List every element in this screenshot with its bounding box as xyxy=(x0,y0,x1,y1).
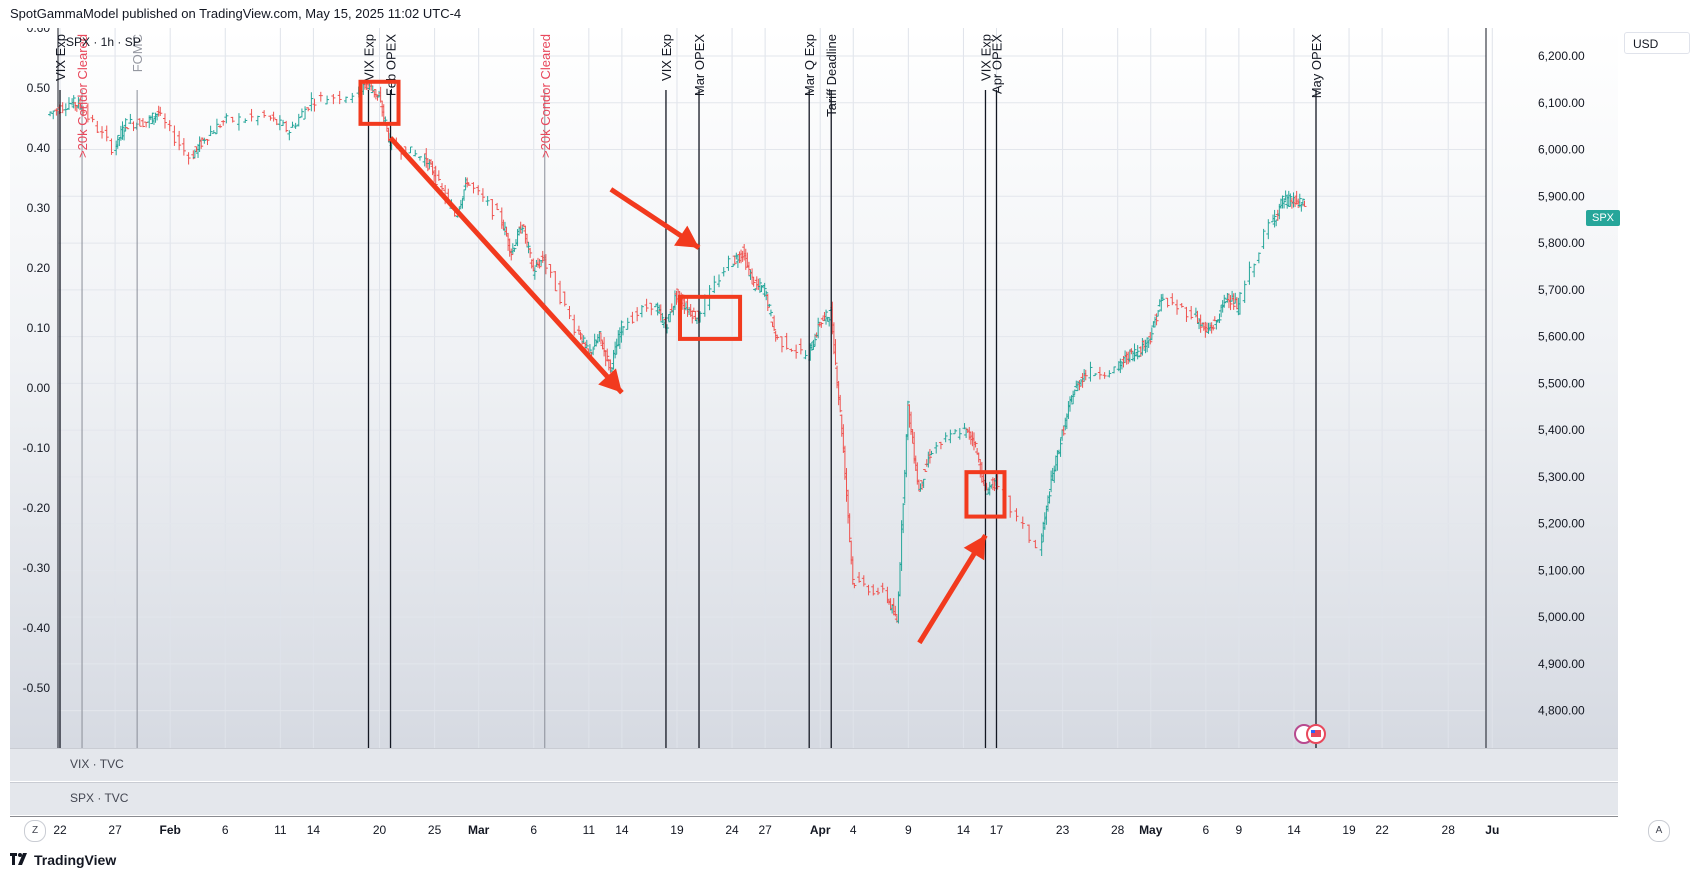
x-axis-tick-label: 27 xyxy=(758,823,772,837)
x-axis-tick-label: 4 xyxy=(850,823,857,837)
footer-brand: TradingView xyxy=(10,852,116,868)
event-label: Mar OPEX xyxy=(692,34,707,96)
left-axis-tick-label: -0.10 xyxy=(23,441,51,455)
x-axis-tick-label: 19 xyxy=(1342,823,1356,837)
right-axis-tick-label: 5,200.00 xyxy=(1538,517,1585,531)
x-axis-tick-label: 9 xyxy=(1236,823,1243,837)
right-axis-tick-label: 5,600.00 xyxy=(1538,330,1585,344)
x-axis-tick-label: 22 xyxy=(1375,823,1389,837)
right-axis-tick-label: 5,300.00 xyxy=(1538,470,1585,484)
right-axis-tick-label: 5,000.00 xyxy=(1538,610,1585,624)
x-axis-tick-label: Ju xyxy=(1485,823,1499,837)
left-axis-tick-label: 0.40 xyxy=(27,141,51,155)
event-label: VIX Exp xyxy=(361,34,376,81)
x-axis-tick-label: Apr xyxy=(810,823,831,837)
us-flag-canton xyxy=(1311,730,1315,733)
x-axis-tick-label: 6 xyxy=(1202,823,1209,837)
tradingview-logo-icon xyxy=(10,852,28,868)
spx-pane-label: SPX · TVC xyxy=(70,791,129,805)
x-axis-tick-label: Feb xyxy=(160,823,181,837)
event-label: May OPEX xyxy=(1309,34,1324,99)
currency-selector[interactable]: USD xyxy=(1624,32,1690,54)
plot-background xyxy=(10,28,1618,748)
event-label: Feb OPEX xyxy=(384,34,399,96)
footer-brand-name: TradingView xyxy=(34,852,117,868)
x-axis-tick-label: 20 xyxy=(373,823,387,837)
right-axis-tick-label: 4,800.00 xyxy=(1538,704,1585,718)
x-axis-tick-label: 28 xyxy=(1111,823,1125,837)
x-axis-tick-label: 14 xyxy=(615,823,629,837)
x-axis-tick-label: 28 xyxy=(1442,823,1456,837)
event-label: VIX Exp xyxy=(53,34,68,81)
annotation-arrowhead xyxy=(598,368,622,393)
spx-price-tag: SPX xyxy=(1586,210,1621,226)
x-axis-tick-label: 27 xyxy=(108,823,122,837)
right-axis-tick-label: 5,100.00 xyxy=(1538,563,1585,577)
price-chart[interactable]: 0.60 0.50 0.40 0.30 0.20 0.10 0.00 -0.10 -0.20 -0… xyxy=(10,28,1618,748)
right-axis-tick-label: 5,900.00 xyxy=(1538,189,1585,203)
zoom-button[interactable]: Z xyxy=(24,820,46,842)
left-axis-tick-label: -0.40 xyxy=(23,621,51,635)
left-axis-tick-label: 0.20 xyxy=(27,261,51,275)
annotation-arrowhead xyxy=(674,225,700,248)
x-axis-tick-label: May xyxy=(1139,823,1163,837)
x-axis-tick-label: 14 xyxy=(307,823,321,837)
left-axis-tick-label: -0.50 xyxy=(23,681,51,695)
event-label: Apr OPEX xyxy=(989,34,1004,94)
annotation-box xyxy=(678,294,743,341)
annotation-arrowhead xyxy=(963,535,986,561)
right-axis-tick-label: 5,400.00 xyxy=(1538,423,1585,437)
left-axis-tick-label: 0.10 xyxy=(27,321,51,335)
right-axis-tick-label: 6,100.00 xyxy=(1538,96,1585,110)
x-axis-tick-label: 23 xyxy=(1056,823,1070,837)
event-label: VIX Exp xyxy=(978,34,993,81)
pane-title: SPX · 1h · SP xyxy=(66,35,141,49)
right-axis-tick-label: 6,000.00 xyxy=(1538,143,1585,157)
right-axis-tick-label: 5,500.00 xyxy=(1538,376,1585,390)
vix-pane-label: VIX · TVC xyxy=(70,757,124,771)
event-label: VIX Exp xyxy=(659,34,674,81)
event-label: >20k Condor Cleared xyxy=(75,34,90,158)
x-axis-tick-label: 6 xyxy=(222,823,229,837)
x-axis-tick-label: 14 xyxy=(1287,823,1301,837)
right-axis-tick-label: 5,800.00 xyxy=(1538,236,1585,250)
x-axis-tick-label: 17 xyxy=(990,823,1004,837)
x-axis[interactable]: 22 27 Feb 6 11 14 20 25 Mar 6 11 14 19 24 27 Apr 4 9 14 17 2… xyxy=(10,816,1618,846)
event-label: Tariff Deadline xyxy=(824,34,839,117)
auto-scale-button[interactable]: A xyxy=(1648,820,1670,842)
x-axis-tick-label: 22 xyxy=(53,823,67,837)
x-axis-tick-label: 9 xyxy=(905,823,912,837)
annotation-box xyxy=(964,470,1007,519)
x-axis-tick-label: 19 xyxy=(670,823,684,837)
x-axis-tick-label: 25 xyxy=(428,823,442,837)
left-axis-tick-label: 0.00 xyxy=(27,381,51,395)
publisher-header: SpotGammaModel published on TradingView.… xyxy=(10,6,462,21)
spx-pane[interactable]: SPX · TVC xyxy=(10,782,1618,815)
event-label: FOMC xyxy=(130,34,145,72)
annotation-arrow xyxy=(388,136,624,395)
us-flag-stripes xyxy=(1311,730,1321,737)
vix-pane[interactable]: VIX · TVC xyxy=(10,748,1618,781)
annotation-box xyxy=(358,79,401,126)
left-axis-tick-label: -0.30 xyxy=(23,561,51,575)
chart-area[interactable]: 0.60 0.50 0.40 0.30 0.20 0.10 0.00 -0.10 -0.20 -0… xyxy=(10,28,1618,815)
left-axis-tick-label: 0.30 xyxy=(27,201,51,215)
right-axis-tick-label: 6,200.00 xyxy=(1538,49,1585,63)
left-axis-tick-label: 0.60 xyxy=(27,28,51,35)
left-axis-tick-label: -0.20 xyxy=(23,501,51,515)
event-label: >20k Condor Cleared xyxy=(538,34,553,158)
x-axis-tick-label: 11 xyxy=(583,823,596,837)
event-label: Mar Q Exp xyxy=(802,34,817,96)
left-axis-tick-label: 0.50 xyxy=(27,81,51,95)
right-axis-tick-label: 4,900.00 xyxy=(1538,657,1585,671)
x-axis-tick-label: 14 xyxy=(957,823,971,837)
x-axis-tick-label: Mar xyxy=(468,823,490,837)
x-axis-tick-label: 6 xyxy=(530,823,537,837)
x-axis-tick-label: 24 xyxy=(725,823,739,837)
x-axis-tick-label: 11 xyxy=(274,823,287,837)
right-axis-tick-label: 5,700.00 xyxy=(1538,283,1585,297)
